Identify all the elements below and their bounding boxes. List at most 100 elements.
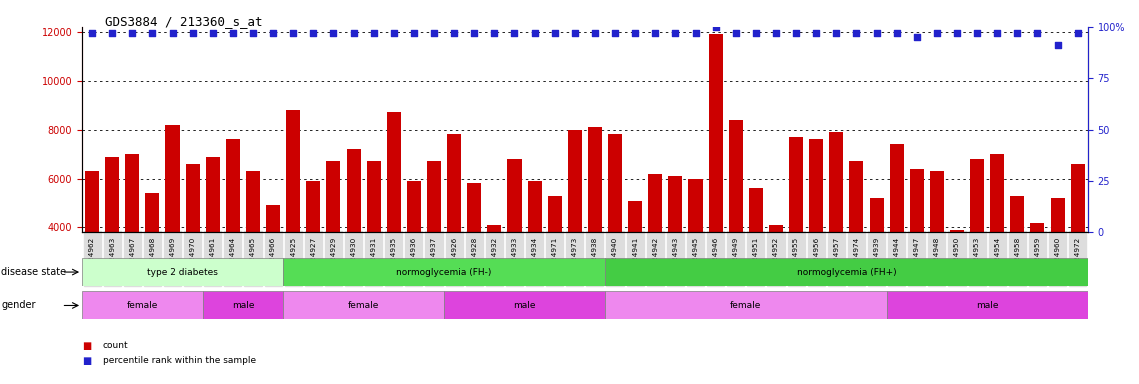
Point <box>908 34 926 40</box>
Point <box>1049 42 1067 48</box>
Bar <box>527 181 542 325</box>
Bar <box>82 291 203 319</box>
Bar <box>605 291 886 319</box>
Bar <box>186 164 199 325</box>
Bar <box>286 110 301 325</box>
Bar <box>165 125 180 325</box>
Point <box>827 30 845 36</box>
Point <box>646 30 664 36</box>
Bar <box>427 161 441 325</box>
Bar <box>608 134 622 325</box>
Bar <box>367 161 380 325</box>
Bar <box>1071 164 1084 325</box>
Point <box>566 30 584 36</box>
Point <box>706 24 724 30</box>
Bar <box>203 291 284 319</box>
Point <box>1068 30 1087 36</box>
Bar <box>789 137 803 325</box>
Point <box>103 30 121 36</box>
Point <box>465 30 483 36</box>
Point <box>948 30 966 36</box>
Bar <box>910 169 924 325</box>
Point <box>626 30 645 36</box>
Bar <box>688 179 703 325</box>
Bar <box>548 195 562 325</box>
Bar <box>1031 223 1044 325</box>
Bar <box>448 134 461 325</box>
Bar <box>105 157 120 325</box>
Point <box>264 30 282 36</box>
Point <box>585 30 604 36</box>
Point <box>968 30 986 36</box>
Point <box>847 30 866 36</box>
Bar <box>829 132 843 325</box>
Bar <box>125 154 139 325</box>
Bar <box>306 181 320 325</box>
Text: female: female <box>347 301 379 310</box>
Point <box>304 30 322 36</box>
Text: ■: ■ <box>82 356 91 366</box>
Point <box>83 30 101 36</box>
Bar <box>487 225 501 325</box>
Point <box>284 30 302 36</box>
Point <box>687 30 705 36</box>
Bar <box>85 171 99 325</box>
Point <box>1029 30 1047 36</box>
Point <box>808 30 826 36</box>
Bar <box>605 258 1088 286</box>
Bar <box>970 159 984 325</box>
Point <box>344 30 362 36</box>
Point <box>747 30 765 36</box>
Point <box>546 30 564 36</box>
Point <box>404 30 423 36</box>
Point <box>525 30 543 36</box>
Bar <box>387 113 401 325</box>
Bar <box>729 120 743 325</box>
Bar <box>809 139 823 325</box>
Text: female: female <box>730 301 762 310</box>
Bar <box>346 149 361 325</box>
Text: gender: gender <box>1 300 35 311</box>
Text: type 2 diabetes: type 2 diabetes <box>147 268 218 276</box>
Point <box>325 30 343 36</box>
Text: normoglycemia (FH-): normoglycemia (FH-) <box>396 268 492 276</box>
Point <box>887 30 906 36</box>
Bar <box>748 188 763 325</box>
Point <box>506 30 524 36</box>
Bar <box>850 161 863 325</box>
Point <box>163 30 181 36</box>
Point <box>445 30 464 36</box>
Bar <box>588 127 603 325</box>
Point <box>666 30 685 36</box>
Point <box>425 30 443 36</box>
Text: normoglycemia (FH+): normoglycemia (FH+) <box>796 268 896 276</box>
Point <box>868 30 886 36</box>
Bar <box>1010 195 1024 325</box>
Point <box>123 30 141 36</box>
Point <box>767 30 785 36</box>
Text: male: male <box>514 301 535 310</box>
Bar <box>567 129 582 325</box>
Point <box>485 30 503 36</box>
Point <box>223 30 241 36</box>
Bar <box>648 174 662 325</box>
Bar <box>929 171 944 325</box>
Bar <box>407 181 421 325</box>
Bar <box>327 161 341 325</box>
Point <box>144 30 162 36</box>
Bar <box>708 34 722 325</box>
Point <box>204 30 222 36</box>
Bar <box>508 159 522 325</box>
Text: female: female <box>126 301 158 310</box>
Bar <box>769 225 782 325</box>
Bar <box>869 198 884 325</box>
Bar <box>890 144 903 325</box>
Point <box>928 30 947 36</box>
Text: male: male <box>976 301 999 310</box>
Bar <box>146 193 159 325</box>
Bar <box>444 291 605 319</box>
Point <box>727 30 745 36</box>
Text: percentile rank within the sample: percentile rank within the sample <box>103 356 255 366</box>
Text: ■: ■ <box>82 341 91 351</box>
Text: GDS3884 / 213360_s_at: GDS3884 / 213360_s_at <box>105 15 262 28</box>
